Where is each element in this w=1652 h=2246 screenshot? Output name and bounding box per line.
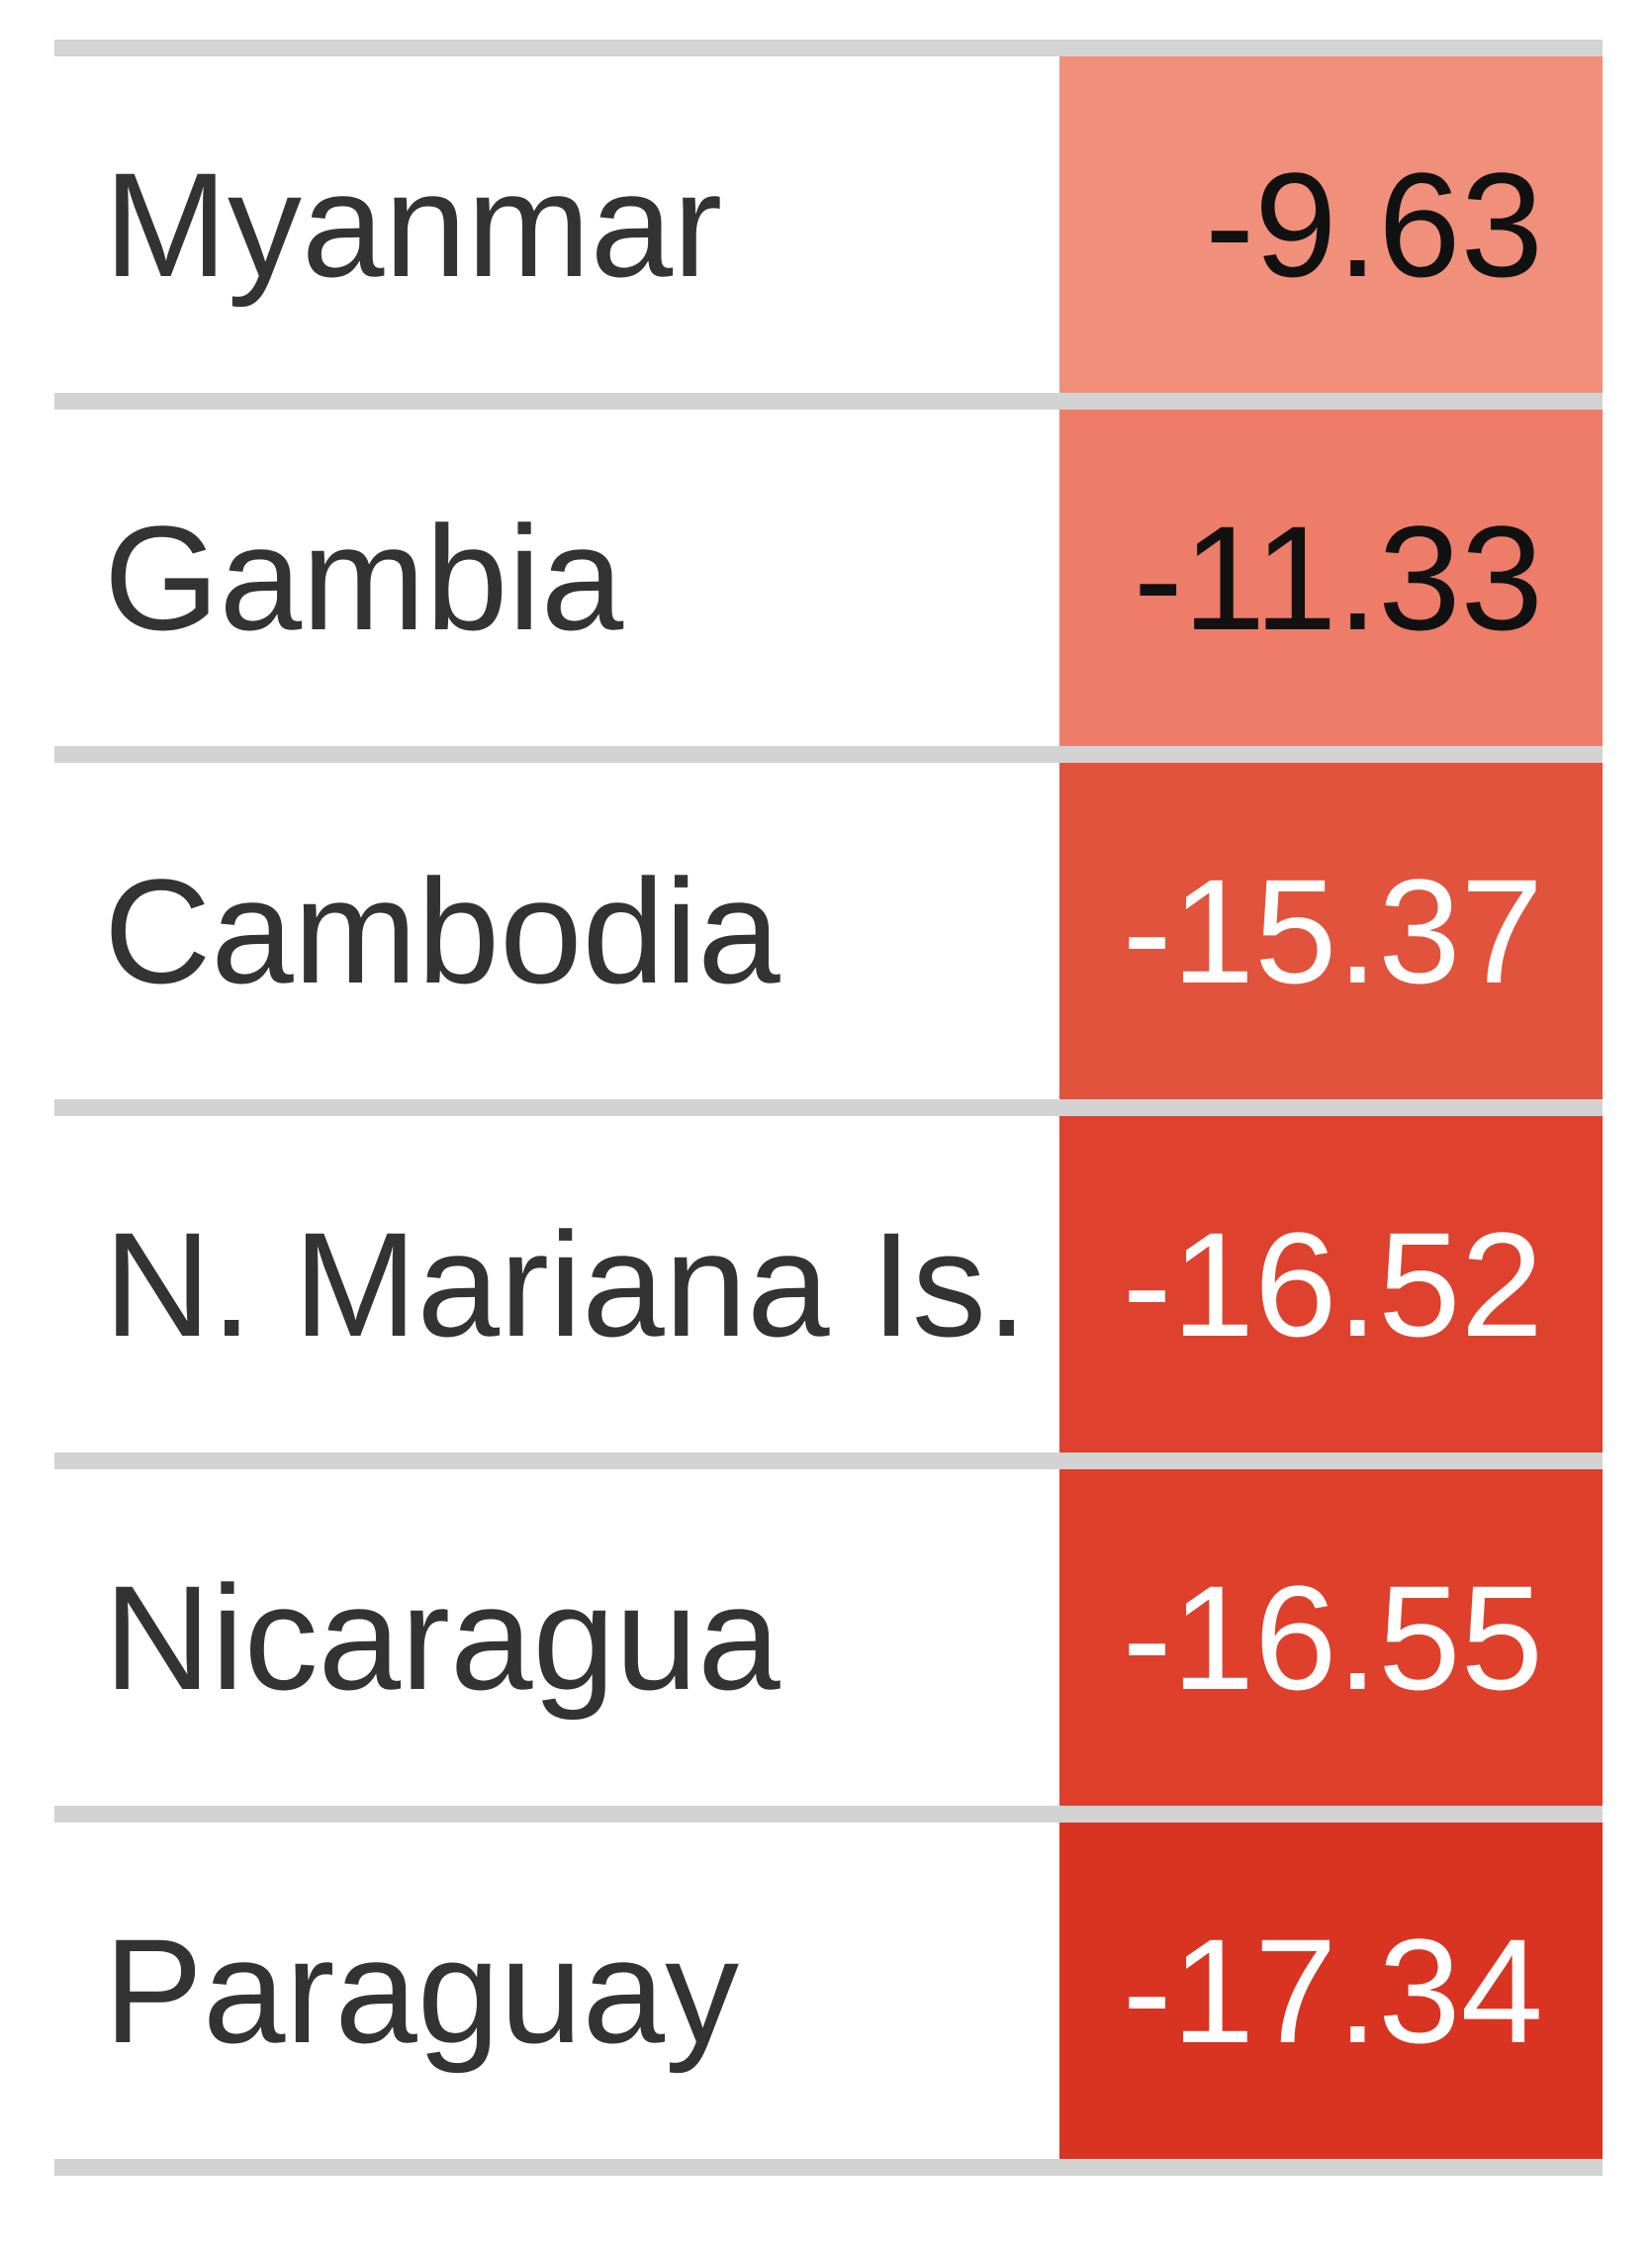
value-cell: -11.33 bbox=[1059, 410, 1603, 746]
value-cell: -9.63 bbox=[1059, 56, 1603, 393]
country-name: Nicaragua bbox=[104, 1553, 780, 1721]
country-name: N. Mariana Is. bbox=[104, 1200, 1028, 1367]
table-rule bbox=[54, 1806, 1603, 1823]
table-rule bbox=[54, 393, 1603, 410]
value-cell: -16.55 bbox=[1059, 1469, 1603, 1806]
table-row: Myanmar -9.63 bbox=[54, 56, 1603, 393]
table-row: Paraguay -17.34 bbox=[54, 1823, 1603, 2159]
table-rule bbox=[54, 2159, 1603, 2176]
country-name: Cambodia bbox=[104, 847, 780, 1014]
table-row: Nicaragua -16.55 bbox=[54, 1469, 1603, 1806]
table-row: Gambia -11.33 bbox=[54, 410, 1603, 746]
country-name: Gambia bbox=[104, 494, 624, 661]
value-cell: -15.37 bbox=[1059, 763, 1603, 1099]
country-name: Paraguay bbox=[104, 1907, 740, 2074]
heat-table: Myanmar -9.63 Gambia -11.33 Cambodia -15.37 N.… bbox=[54, 40, 1603, 2176]
table-rule bbox=[54, 1452, 1603, 1469]
table-rule bbox=[54, 1099, 1603, 1116]
country-name: Myanmar bbox=[104, 140, 723, 308]
value-cell: -16.52 bbox=[1059, 1116, 1603, 1452]
table-row: N. Mariana Is. -16.52 bbox=[54, 1116, 1603, 1452]
table-rule bbox=[54, 40, 1603, 56]
value-cell: -17.34 bbox=[1059, 1823, 1603, 2159]
table-rule bbox=[54, 746, 1603, 763]
table-row: Cambodia -15.37 bbox=[54, 763, 1603, 1099]
